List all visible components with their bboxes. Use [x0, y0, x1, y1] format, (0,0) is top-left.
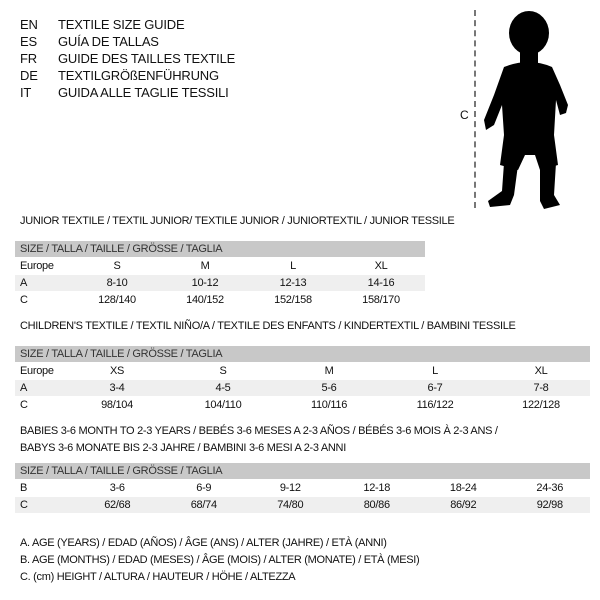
height-label: C — [460, 108, 469, 122]
table-cell: 10-12 — [191, 277, 219, 289]
table-cell: 110/116 — [310, 399, 348, 411]
language-title: TEXTILE SIZE GUIDE — [58, 17, 185, 32]
language-title: GUÍA DE TALLAS — [58, 34, 159, 49]
table-cell: 3-6 — [109, 482, 125, 494]
table-cell: 12-18 — [363, 482, 391, 494]
table-row: Europe XS S M L XL — [15, 363, 590, 379]
table-title: JUNIOR TEXTILE / TEXTIL JUNIOR/ TEXTILE … — [20, 215, 455, 227]
row-label: Europe — [20, 260, 54, 272]
row-label: Europe — [20, 365, 54, 377]
table-cell: 24-36 — [536, 482, 564, 494]
table-cell: XL — [534, 365, 548, 377]
language-title: GUIDE DES TAILLES TEXTILE — [58, 51, 236, 66]
table-cell: M — [324, 365, 334, 377]
row-label: B — [20, 482, 28, 494]
table-cell: M — [200, 260, 210, 272]
table-cell: 104/110 — [204, 399, 242, 411]
table-cell: S — [113, 260, 121, 272]
legend-item: A. AGE (YEARS) / EDAD (AÑOS) / ÂGE (ANS)… — [20, 537, 387, 549]
row-label: C — [20, 294, 28, 306]
table-title: BABIES 3-6 MONTH TO 2-3 YEARS / BEBÉS 3-… — [20, 425, 498, 437]
table-row: B 3-6 6-9 9-12 12-18 18-24 24-36 — [15, 480, 590, 496]
table-cell: 5-6 — [321, 382, 337, 394]
language-code: FR — [20, 51, 37, 66]
language-code: ES — [20, 34, 37, 49]
table-cell: 14-16 — [367, 277, 395, 289]
table-row: A 3-4 4-5 5-6 6-7 7-8 — [15, 380, 590, 396]
table-cell: 18-24 — [449, 482, 477, 494]
table-cell: L — [290, 260, 296, 272]
row-label: C — [20, 399, 28, 411]
table-cell: 116/122 — [416, 399, 454, 411]
language-code: EN — [20, 17, 38, 32]
table-header: SIZE / TALLA / TAILLE / GRÖSSE / TAGLIA — [15, 346, 590, 362]
table-cell: 98/104 — [101, 399, 133, 411]
table-header: SIZE / TALLA / TAILLE / GRÖSSE / TAGLIA — [15, 463, 590, 479]
table-cell: 8-10 — [106, 277, 128, 289]
table-cell: 140/152 — [186, 294, 224, 306]
table-cell: 74/80 — [277, 499, 304, 511]
table-cell: 92/98 — [536, 499, 563, 511]
legend-item: B. AGE (MONTHS) / EDAD (MESES) / ÂGE (MO… — [20, 554, 420, 566]
row-label: A — [20, 277, 28, 289]
table-cell: S — [219, 365, 227, 377]
table-title: CHILDREN'S TEXTILE / TEXTIL NIÑO/A / TEX… — [20, 320, 516, 332]
table-cell: XL — [374, 260, 388, 272]
table-cell: 7-8 — [533, 382, 549, 394]
table-cell: 80/86 — [363, 499, 390, 511]
baby-silhouette-icon — [484, 11, 568, 209]
table-cell: XS — [109, 365, 125, 377]
table-cell: 68/74 — [190, 499, 217, 511]
table-cell: 6-9 — [196, 482, 212, 494]
row-label: A — [20, 382, 28, 394]
table-cell: 152/158 — [274, 294, 312, 306]
language-code: DE — [20, 68, 38, 83]
table-row: C 62/68 68/74 74/80 80/86 86/92 92/98 — [15, 497, 590, 513]
table-cell: 122/128 — [522, 399, 560, 411]
table-title-line2: BABYS 3-6 MONATE BIS 2-3 JAHRE / BAMBINI… — [20, 442, 346, 454]
table-cell: 9-12 — [279, 482, 301, 494]
table-row: Europe S M L XL — [15, 258, 425, 274]
table-row: C 98/104 104/110 110/116 116/122 122/128 — [15, 397, 590, 413]
size-table: SIZE / TALLA / TAILLE / GRÖSSE / TAGLIA … — [15, 241, 425, 308]
table-cell: 4-5 — [215, 382, 231, 394]
size-table: SIZE / TALLA / TAILLE / GRÖSSE / TAGLIA … — [15, 463, 590, 513]
table-cell: 128/140 — [98, 294, 136, 306]
table-cell: 12-13 — [279, 277, 307, 289]
height-indicator — [474, 10, 476, 208]
legend-item: C. (cm) HEIGHT / ALTURA / HAUTEUR / HÖHE… — [20, 571, 296, 583]
table-cell: 3-4 — [109, 382, 125, 394]
table-row: C 128/140 140/152 152/158 158/170 — [15, 292, 425, 308]
table-cell: 62/68 — [104, 499, 131, 511]
table-header: SIZE / TALLA / TAILLE / GRÖSSE / TAGLIA — [15, 241, 425, 257]
language-title: GUIDA ALLE TAGLIE TESSILI — [58, 85, 229, 100]
row-label: C — [20, 499, 28, 511]
table-row: A 8-10 10-12 12-13 14-16 — [15, 275, 425, 291]
table-cell: 86/92 — [450, 499, 477, 511]
table-cell: L — [432, 365, 438, 377]
table-cell: 6-7 — [427, 382, 443, 394]
table-cell: 158/170 — [362, 294, 400, 306]
language-code: IT — [20, 85, 32, 100]
language-title: TEXTILGRÖßENFÜHRUNG — [58, 68, 219, 83]
size-table: SIZE / TALLA / TAILLE / GRÖSSE / TAGLIA … — [15, 346, 590, 413]
